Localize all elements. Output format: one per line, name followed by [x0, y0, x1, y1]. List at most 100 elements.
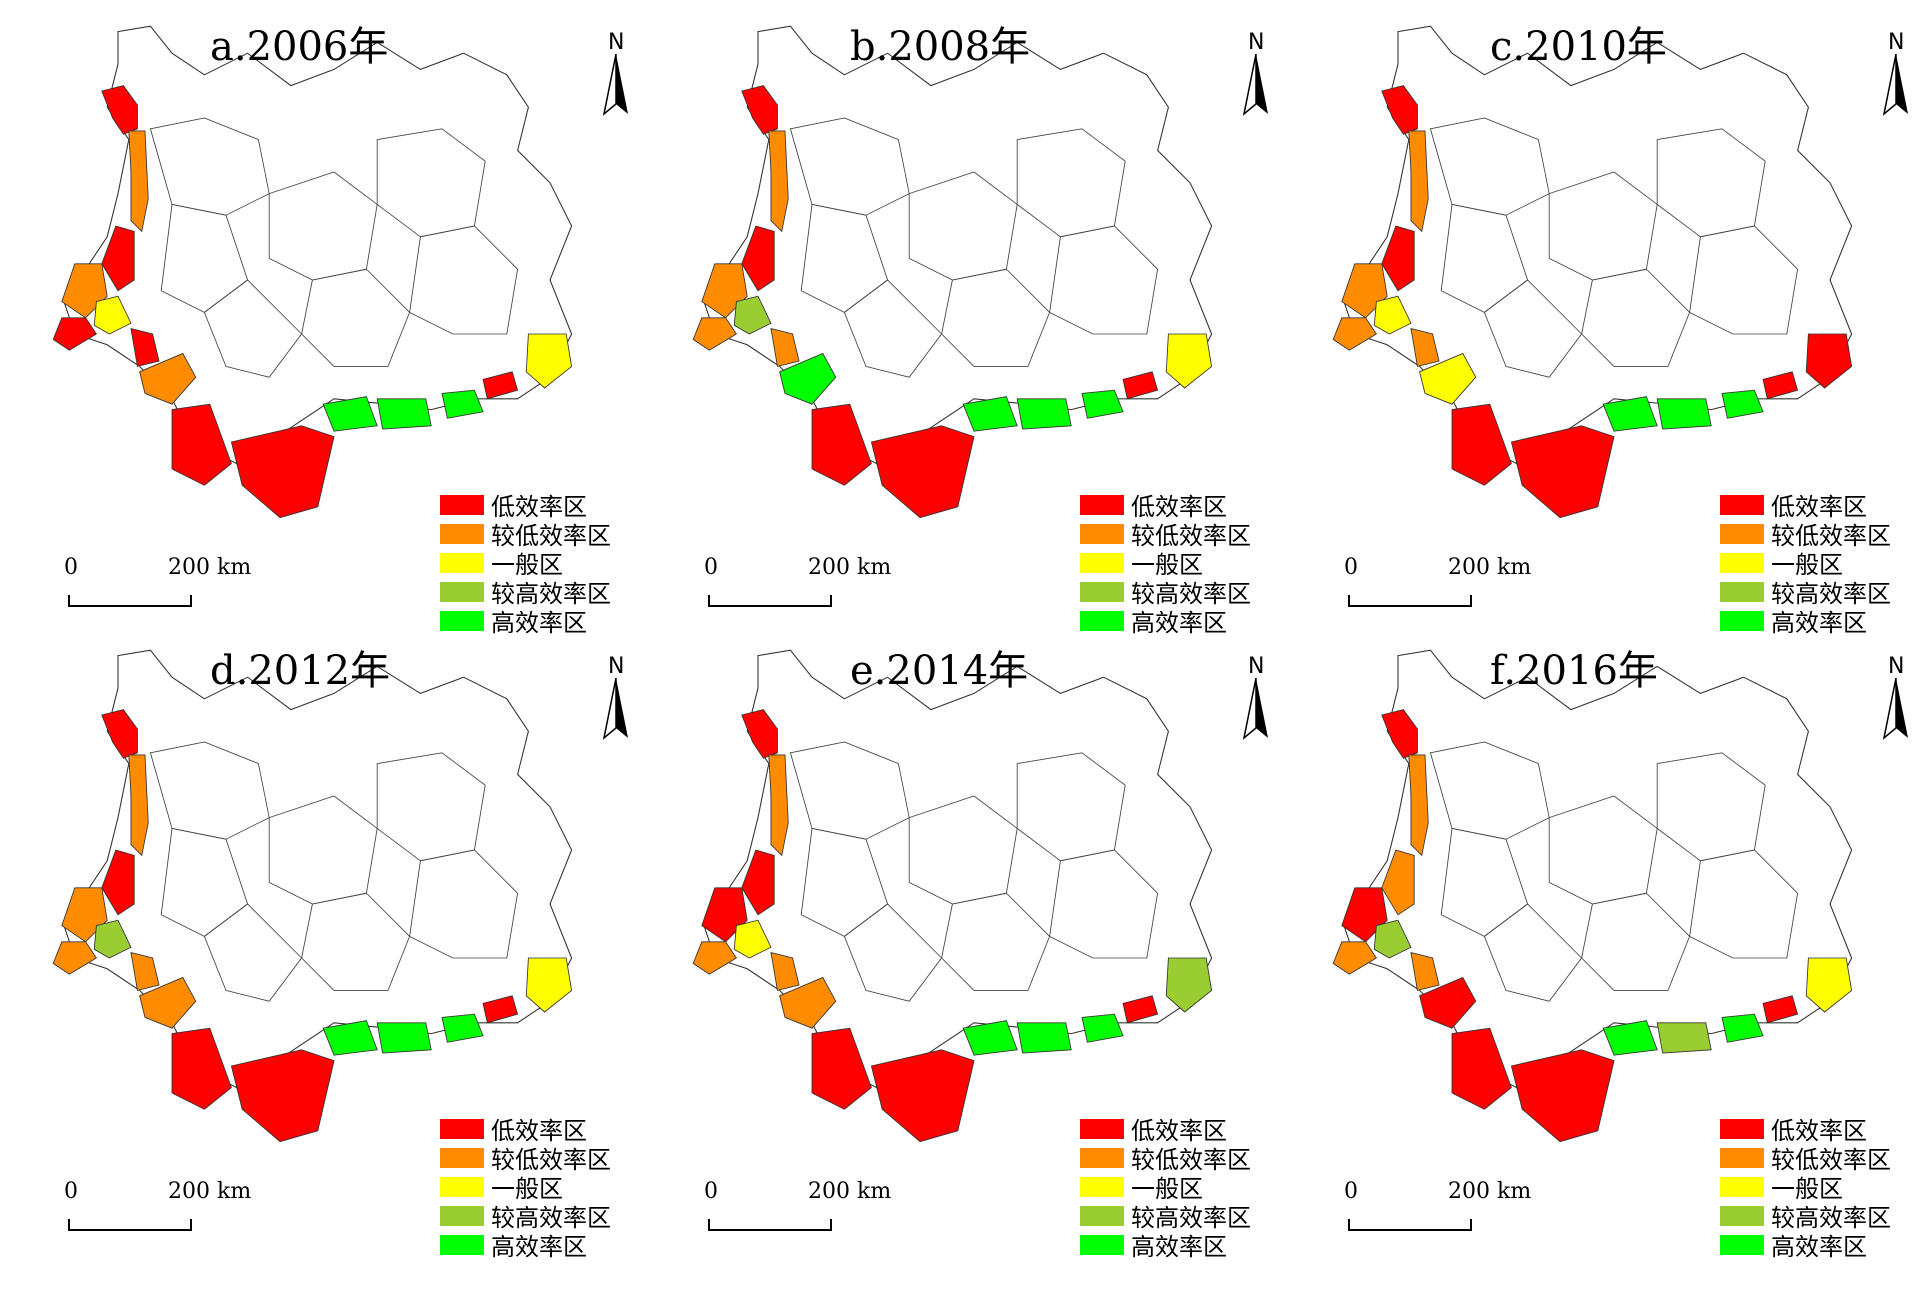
- border-county-region: [1381, 849, 1415, 916]
- border-county-region: [768, 754, 789, 857]
- legend-swatch: [440, 1205, 484, 1226]
- legend-item: 低效率区: [440, 1114, 640, 1145]
- border-county-region: [741, 849, 775, 916]
- scale-line: [708, 1219, 832, 1231]
- legend-item: 一般区: [1720, 1172, 1920, 1203]
- scale-bar: 0 200 km: [60, 1179, 251, 1239]
- legend-swatch: [440, 1234, 484, 1255]
- legend-swatch: [440, 494, 484, 515]
- province-map: [1332, 649, 1853, 1143]
- legend-item: 较低效率区: [1080, 1143, 1280, 1174]
- legend-label: 高效率区: [1131, 609, 1227, 637]
- north-arrow-icon: N: [1238, 30, 1278, 120]
- province-map: [52, 649, 573, 1143]
- north-arrow-icon: N: [1878, 654, 1918, 744]
- scale-bar: 0 200 km: [60, 555, 251, 615]
- legend-item: 高效率区: [440, 606, 640, 637]
- county-boundary: [1049, 225, 1159, 335]
- north-arrow-shape: [1882, 678, 1908, 740]
- border-county-region: [101, 225, 135, 292]
- legend-label: 较高效率区: [1771, 1204, 1891, 1232]
- north-label: N: [1888, 654, 1905, 679]
- border-county-region: [1762, 995, 1799, 1024]
- border-county-region: [93, 295, 132, 335]
- legend-label: 低效率区: [1131, 1117, 1227, 1145]
- border-county-region: [870, 425, 975, 519]
- border-county-region: [1016, 398, 1072, 430]
- province-outline: [63, 649, 573, 1089]
- border-county-region: [1408, 754, 1429, 857]
- border-county-region: [1122, 995, 1159, 1024]
- north-arrow-icon: N: [598, 30, 638, 120]
- legend-item: 较低效率区: [1080, 519, 1280, 550]
- border-county-region: [779, 352, 837, 405]
- legend-item: 低效率区: [1720, 490, 1920, 521]
- legend-item: 较高效率区: [1720, 577, 1920, 608]
- border-county-region: [376, 398, 432, 430]
- legend-item: 较低效率区: [1720, 1143, 1920, 1174]
- province-outline: [703, 649, 1213, 1089]
- border-county-region: [733, 919, 772, 959]
- legend-label: 高效率区: [491, 609, 587, 637]
- county-boundary: [1483, 903, 1583, 1002]
- north-label: N: [1248, 654, 1265, 679]
- legend-swatch: [1720, 1205, 1764, 1226]
- border-county-region: [525, 333, 573, 389]
- border-county-region: [1510, 425, 1615, 519]
- legend: 低效率区 较低效率区 一般区 较高效率区 高效率区: [1720, 490, 1920, 637]
- county-boundary: [1483, 279, 1583, 378]
- legend-item: 高效率区: [1080, 1230, 1280, 1261]
- legend-swatch: [440, 581, 484, 602]
- map-panel: a.2006年 N 低效率区 较低效率区 一般区 较高效率区 高效率区 0 200 km: [0, 0, 640, 637]
- border-county-region: [962, 1020, 1018, 1056]
- legend: 低效率区 较低效率区 一般区 较高效率区 高效率区: [440, 1114, 640, 1261]
- legend-swatch: [1720, 1118, 1764, 1139]
- north-arrow-shape: [1882, 54, 1908, 116]
- north-label: N: [608, 30, 625, 55]
- legend-item: 较高效率区: [1080, 1201, 1280, 1232]
- border-county-region: [1381, 85, 1418, 135]
- border-county-region: [1122, 371, 1159, 400]
- border-county-region: [1451, 1027, 1512, 1110]
- border-county-region: [1165, 333, 1213, 389]
- legend-swatch: [1080, 1176, 1124, 1197]
- border-county-region: [482, 995, 519, 1024]
- county-boundary: [203, 903, 303, 1002]
- border-county-region: [779, 976, 837, 1029]
- legend-item: 一般区: [440, 548, 640, 579]
- border-county-region: [128, 130, 149, 233]
- border-county-region: [692, 941, 738, 975]
- border-county-region: [1373, 295, 1412, 335]
- border-county-region: [1165, 957, 1213, 1013]
- legend-label: 较高效率区: [1771, 580, 1891, 608]
- border-county-region: [1762, 371, 1799, 400]
- legend-swatch: [1720, 1176, 1764, 1197]
- north-arrow-icon: N: [598, 654, 638, 744]
- legend-label: 一般区: [491, 551, 563, 579]
- border-county-region: [93, 919, 132, 959]
- border-county-region: [692, 317, 738, 351]
- legend-swatch: [440, 523, 484, 544]
- scale-line: [68, 595, 192, 607]
- legend-swatch: [1080, 523, 1124, 544]
- border-county-region: [1081, 1013, 1124, 1043]
- legend-swatch: [1080, 610, 1124, 631]
- county-boundary: [843, 279, 943, 378]
- county-boundary: [409, 849, 519, 959]
- legend-label: 高效率区: [1131, 1233, 1227, 1261]
- border-county-region: [1332, 317, 1378, 351]
- panel-title: d.2012年: [210, 648, 391, 694]
- legend-swatch: [1080, 581, 1124, 602]
- border-county-region: [101, 849, 135, 916]
- legend-label: 低效率区: [491, 493, 587, 521]
- border-county-region: [1016, 1022, 1072, 1054]
- legend-swatch: [1720, 1234, 1764, 1255]
- scale-end-label: 200 km: [808, 1179, 892, 1204]
- legend-label: 低效率区: [1771, 1117, 1867, 1145]
- north-label: N: [1888, 30, 1905, 55]
- legend-label: 一般区: [1131, 1175, 1203, 1203]
- legend-item: 一般区: [1080, 1172, 1280, 1203]
- border-county-region: [130, 952, 160, 991]
- panel-title: c.2010年: [1490, 24, 1667, 70]
- legend-label: 较低效率区: [1131, 522, 1251, 550]
